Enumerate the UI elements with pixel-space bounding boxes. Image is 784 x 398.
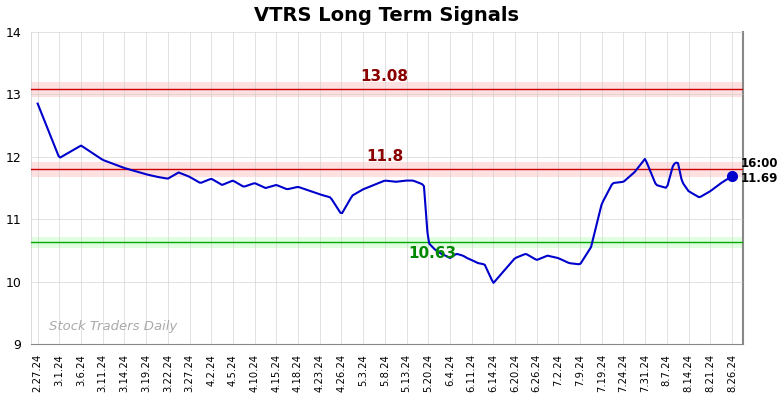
Text: 16:00
11.69: 16:00 11.69 (741, 156, 779, 185)
Text: 13.08: 13.08 (361, 69, 408, 84)
Bar (31, 82, 742, 97)
Title: VTRS Long Term Signals: VTRS Long Term Signals (255, 6, 520, 25)
Bar (31, 238, 742, 248)
Bar (31, 162, 742, 177)
Text: 10.63: 10.63 (408, 246, 456, 261)
Text: 11.8: 11.8 (366, 149, 404, 164)
Text: Stock Traders Daily: Stock Traders Daily (49, 320, 176, 333)
